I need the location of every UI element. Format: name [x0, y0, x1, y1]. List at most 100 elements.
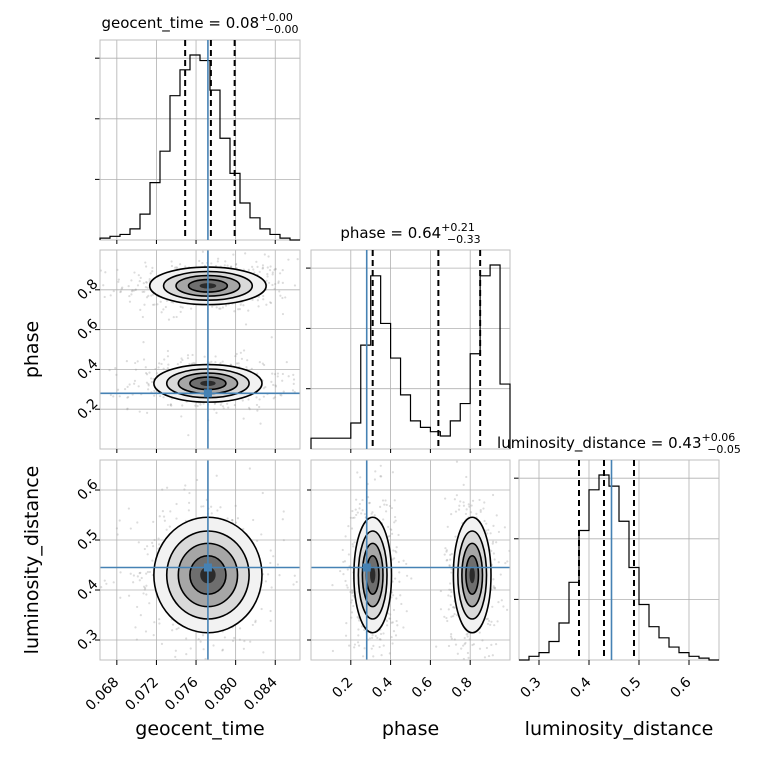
sample-point	[170, 300, 173, 304]
sample-point	[405, 562, 408, 566]
sample-point	[185, 637, 188, 640]
sample-point	[167, 363, 170, 366]
sample-point	[331, 584, 334, 587]
sample-point	[293, 574, 296, 577]
x-tick-label: 0.6	[409, 674, 436, 701]
sample-point	[350, 591, 354, 595]
sample-point	[497, 530, 501, 534]
y-tick-label: 0.6	[74, 316, 101, 343]
sample-point	[238, 308, 241, 311]
sample-point	[248, 467, 251, 470]
sample-point	[379, 464, 382, 467]
sample-point	[157, 537, 160, 540]
sample-point	[196, 404, 199, 408]
sample-point	[382, 632, 385, 635]
sample-point	[188, 362, 191, 366]
x-tick-label: 0.2	[329, 674, 356, 701]
sample-point	[145, 373, 149, 376]
sample-point	[143, 547, 146, 551]
sample-point	[134, 288, 138, 291]
sample-point	[103, 579, 106, 582]
sample-point	[472, 643, 476, 646]
sample-point	[493, 586, 496, 589]
sample-point	[281, 379, 284, 382]
sample-point	[400, 602, 403, 606]
sample-point	[153, 538, 156, 542]
sample-point	[219, 361, 222, 365]
sample-point	[259, 422, 262, 425]
sample-point	[269, 301, 273, 305]
sample-point	[395, 597, 398, 600]
sample-point	[169, 510, 172, 513]
sample-point	[142, 585, 146, 588]
sample-point	[390, 635, 393, 639]
sample-point	[279, 393, 282, 396]
sample-point	[244, 252, 247, 255]
sample-point	[242, 417, 245, 420]
y-tick-label: 0.2	[74, 396, 101, 423]
density-level	[469, 566, 475, 584]
sample-point	[355, 498, 358, 501]
sample-point	[116, 388, 120, 391]
sample-point	[349, 516, 352, 519]
sample-point	[353, 516, 356, 519]
sample-point	[222, 407, 225, 410]
sample-point	[293, 284, 297, 287]
sample-point	[384, 510, 388, 513]
x-axis-label-geocent_time: geocent_time	[135, 718, 264, 740]
sample-point	[170, 264, 174, 268]
sample-point	[379, 632, 383, 636]
y-axis-label-luminosity_distance: luminosity_distance	[21, 466, 43, 655]
sample-point	[281, 372, 284, 376]
sample-point	[475, 512, 478, 516]
sample-point	[323, 300, 325, 302]
sample-point	[331, 556, 333, 558]
sample-point	[189, 647, 192, 650]
sample-point	[203, 355, 206, 358]
sample-point	[281, 518, 284, 521]
sample-point	[153, 394, 156, 397]
sample-point	[232, 253, 235, 256]
sample-point	[281, 312, 285, 316]
sample-point	[351, 509, 354, 513]
sample-point	[363, 647, 366, 650]
sample-point	[395, 619, 398, 623]
sample-point	[278, 290, 281, 293]
sample-point	[396, 624, 399, 627]
sample-point	[361, 498, 364, 502]
sample-point	[261, 267, 264, 270]
sample-point	[236, 517, 240, 520]
sample-point	[152, 545, 155, 548]
sample-point	[292, 373, 295, 376]
sample-point	[276, 563, 280, 566]
sample-point	[145, 411, 149, 414]
sample-point	[141, 315, 144, 319]
sample-point	[379, 475, 382, 478]
sample-point	[145, 584, 148, 587]
sample-point	[394, 549, 397, 553]
sample-point	[235, 262, 238, 266]
sample-point	[269, 549, 272, 552]
sample-point	[231, 639, 235, 643]
sample-point	[266, 275, 269, 278]
sample-point	[139, 276, 142, 279]
sample-point	[368, 637, 372, 640]
x-axis-label-phase: phase	[382, 718, 439, 740]
sample-point	[112, 581, 115, 584]
sample-point	[487, 619, 491, 622]
sample-point	[353, 541, 356, 544]
sample-point	[305, 274, 307, 276]
sample-point	[388, 617, 391, 620]
sample-point	[136, 605, 139, 609]
sample-point	[172, 316, 175, 319]
sample-point	[197, 638, 200, 641]
sample-point	[496, 620, 499, 623]
sample-point	[435, 645, 438, 648]
sample-point	[452, 606, 455, 609]
sample-point	[217, 670, 219, 672]
sample-point	[339, 569, 342, 573]
sample-point	[451, 667, 453, 669]
sample-point	[490, 620, 493, 623]
sample-point	[260, 533, 263, 536]
sample-point	[130, 293, 133, 296]
